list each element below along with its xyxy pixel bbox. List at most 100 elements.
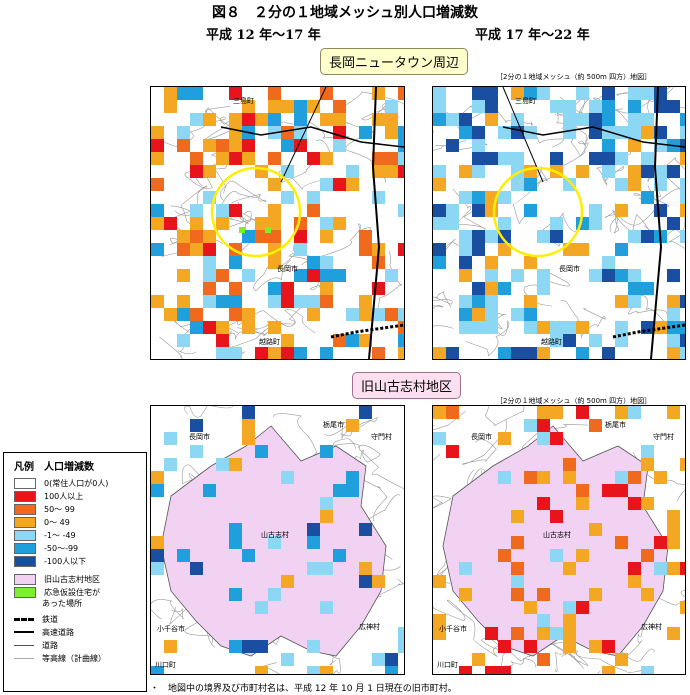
- mesh-cell: [576, 549, 589, 562]
- mesh-cell: [294, 230, 307, 243]
- mesh-cell: [372, 653, 385, 666]
- mesh-cell: [459, 126, 472, 139]
- mesh-cell: [550, 627, 563, 640]
- mesh-cell: [151, 295, 164, 308]
- mesh-cell: [255, 113, 268, 126]
- mesh-cell: [151, 204, 164, 217]
- mesh-cell: [563, 627, 576, 640]
- period-left-label: 平成 12 年～17 年: [206, 28, 321, 43]
- mesh-cell: [550, 334, 563, 347]
- mesh-cell: [359, 308, 372, 321]
- mesh-cell: [216, 152, 229, 165]
- mesh-cell: [524, 601, 537, 614]
- label-sanjo: 三島町: [233, 97, 254, 105]
- mesh-cell: [550, 432, 563, 445]
- mesh-cell: [628, 406, 641, 419]
- label-kawaguchi: 川口町: [437, 661, 458, 669]
- mesh-cell: [255, 640, 268, 653]
- mesh-cell: [680, 152, 685, 165]
- mesh-cell: [459, 269, 472, 282]
- mesh-cell: [589, 419, 602, 432]
- mesh-cell: [398, 243, 404, 256]
- mesh-cell: [667, 334, 680, 347]
- mesh-cell: [190, 204, 203, 217]
- mesh-cell: [268, 217, 281, 230]
- mesh-cell: [398, 204, 404, 217]
- mesh-cell: [320, 510, 333, 523]
- mesh-cell: [216, 347, 229, 359]
- mesh-cell: [680, 230, 685, 243]
- mesh-cell: [151, 178, 164, 191]
- legend-item-yamakoshi: 旧山古志村地区: [14, 573, 100, 585]
- mesh-cell: [563, 458, 576, 471]
- mesh-cell: [680, 139, 685, 152]
- mesh-cell: [190, 217, 203, 230]
- mesh-cell: [654, 321, 667, 334]
- mesh-cell: [320, 282, 333, 295]
- mesh-cell: [190, 445, 203, 458]
- highway-line: [650, 87, 663, 359]
- mesh-cell: [589, 217, 602, 230]
- mesh-cell: [446, 406, 459, 419]
- mesh-cell: [641, 549, 654, 562]
- label-yamakoshi: 山古志村: [543, 531, 571, 539]
- mesh-cell: [229, 204, 242, 217]
- mesh-cell: [589, 100, 602, 113]
- legend-item-housing: 応急仮設住宅が: [14, 586, 100, 598]
- mesh-cell: [255, 347, 268, 359]
- mesh-cell: [398, 321, 404, 334]
- mesh-cell: [433, 178, 446, 191]
- label-hirokami: 広神村: [641, 623, 662, 631]
- mesh-cell: [602, 139, 615, 152]
- mesh-cell: [433, 243, 446, 256]
- mesh-cell: [346, 471, 359, 484]
- mesh-cell: [268, 100, 281, 113]
- mesh-cell: [359, 126, 372, 139]
- mesh-cell: [294, 243, 307, 256]
- legend-item-housing-line2: あった場所: [42, 598, 82, 608]
- mesh-cell: [242, 432, 255, 445]
- mesh-cell: [537, 230, 550, 243]
- mesh-cell: [641, 126, 654, 139]
- mesh-cell: [446, 139, 459, 152]
- mesh-cell: [576, 601, 589, 614]
- mesh-cell: [268, 204, 281, 217]
- mesh-cell: [602, 666, 615, 674]
- legend-swatch: [14, 573, 36, 585]
- mesh-cell: [524, 640, 537, 653]
- mesh-cell: [385, 113, 398, 126]
- railway-line: [612, 323, 685, 339]
- mesh-cell: [576, 243, 589, 256]
- mesh-cell: [576, 347, 589, 359]
- mesh-cell: [320, 113, 333, 126]
- mesh-cell: [576, 113, 589, 126]
- mesh-cell: [563, 126, 576, 139]
- label-kawaguchi: 川口町: [155, 661, 176, 669]
- mesh-cell: [229, 458, 242, 471]
- callout-pointer: [502, 87, 544, 183]
- mesh-cell: [281, 100, 294, 113]
- mesh-cell: [229, 640, 242, 653]
- mesh-cell: [433, 217, 446, 230]
- mesh-cell: [628, 139, 641, 152]
- legend-item-minus1-49: -1～ -49: [14, 529, 76, 541]
- mesh-cell: [472, 282, 485, 295]
- mesh-cell: [433, 256, 446, 269]
- mesh-cell: [151, 666, 164, 674]
- footer-note: ・ 地図中の境界及び市町村名は、平成 12 年 10 月 1 日現在の旧市町村。: [150, 684, 457, 694]
- mesh-cell: [307, 562, 320, 575]
- mesh-cell: [151, 484, 164, 497]
- mesh-cell: [563, 562, 576, 575]
- mesh-cell: [294, 100, 307, 113]
- mesh-cell: [641, 152, 654, 165]
- mesh-cell: [398, 165, 404, 178]
- mesh-cell: [472, 126, 485, 139]
- mesh-cell: [307, 523, 320, 536]
- mesh-cell: [433, 614, 446, 627]
- mesh-cell: [268, 536, 281, 549]
- mesh-cell: [346, 178, 359, 191]
- mesh-cell: [151, 217, 164, 230]
- mesh-cell: [164, 640, 177, 653]
- mesh-cell: [511, 588, 524, 601]
- mesh-cell: [459, 588, 472, 601]
